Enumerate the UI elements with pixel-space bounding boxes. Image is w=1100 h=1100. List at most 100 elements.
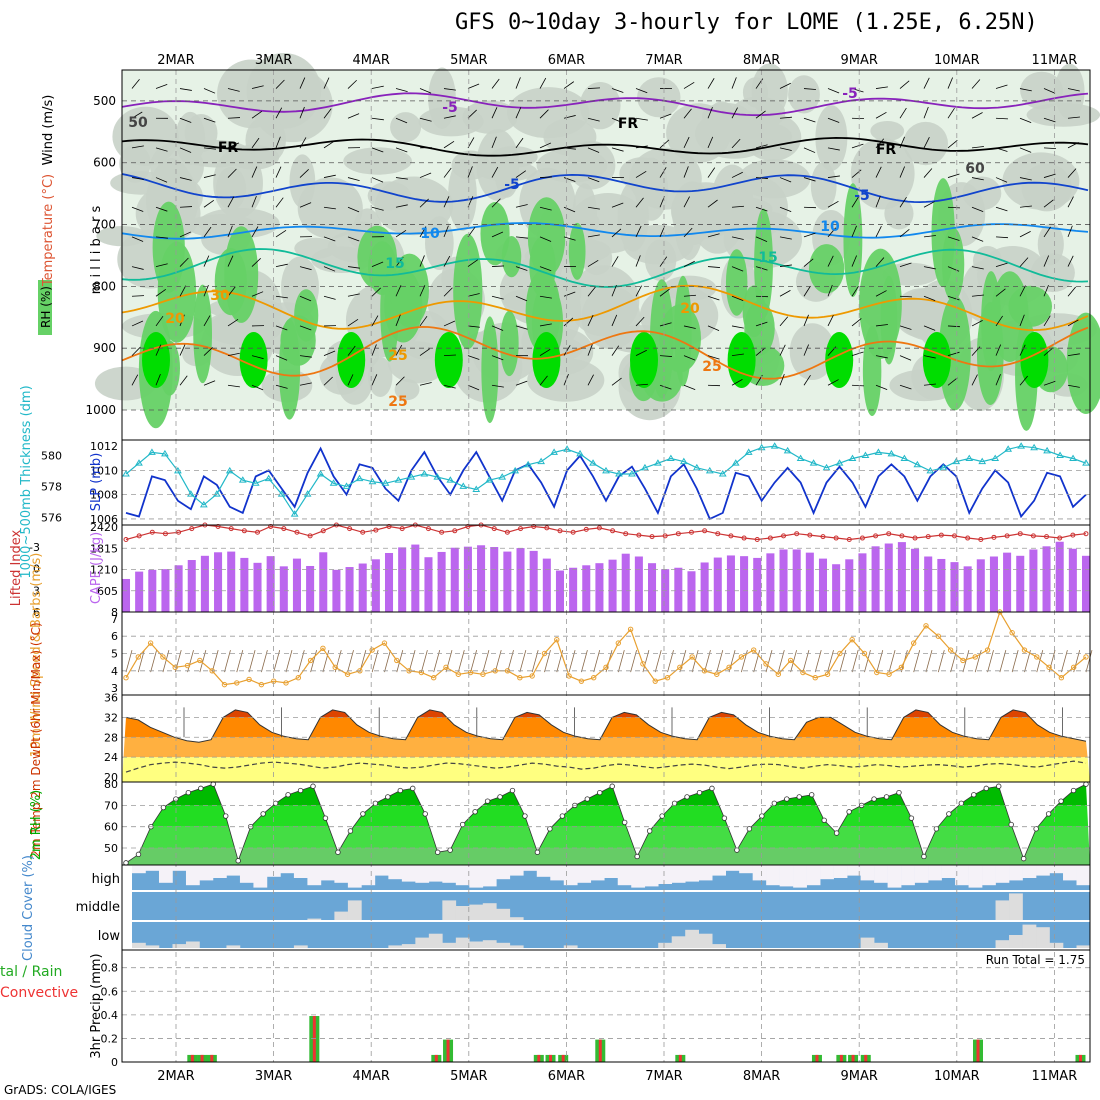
wind-barb	[131, 346, 141, 356]
wind-speed-point	[1021, 647, 1028, 653]
rh-area-mid	[810, 162, 837, 210]
lifted-index-point	[189, 526, 195, 532]
wind-barb	[179, 147, 192, 153]
wind-barb	[491, 355, 504, 361]
wind-barb	[827, 147, 840, 151]
cape-bar	[924, 556, 933, 612]
lifted-index-point	[741, 535, 747, 541]
wind-barb	[563, 317, 574, 327]
wind-barb	[923, 295, 936, 302]
rh2m-point	[347, 828, 354, 834]
lifted-index-point	[1083, 531, 1089, 537]
wind-barb-10m	[962, 650, 970, 673]
rh2m-point	[721, 815, 728, 821]
temp-tick-label: 24	[104, 751, 118, 764]
wind-barb	[131, 145, 144, 149]
lifted-index-point	[702, 528, 708, 534]
wind-barb	[611, 284, 617, 297]
lifted-index-point	[452, 528, 458, 534]
thickness-point	[1082, 459, 1090, 466]
lifted-index-point	[781, 533, 787, 539]
thickness-point	[550, 448, 558, 455]
cloud-high-cell	[132, 866, 146, 874]
cape-bar	[490, 547, 499, 612]
cloud-high-cell	[428, 866, 443, 882]
cloud-high-cell	[752, 866, 767, 881]
wind-barb	[131, 374, 139, 386]
lifted-index-point	[951, 533, 957, 539]
rh-area-mid	[629, 147, 702, 210]
wind-barb	[1043, 380, 1056, 386]
wind-barb	[299, 77, 306, 89]
wind-barb	[227, 286, 236, 297]
wind-barb	[947, 325, 961, 328]
rh2m-point	[422, 811, 428, 817]
wind-barb	[899, 80, 910, 89]
wind-barb	[683, 294, 696, 297]
cloud-level-label: low	[98, 929, 121, 944]
rh-area-mid	[394, 378, 420, 401]
wind-barb	[731, 107, 738, 119]
wind-barb	[1019, 231, 1031, 238]
rh2m-band	[122, 847, 1090, 865]
wind-barb-10m	[150, 650, 158, 673]
wind-barb	[371, 206, 384, 211]
wind-barb	[875, 111, 887, 119]
rh-area-mid	[245, 116, 286, 164]
cloud-high-cell	[874, 866, 888, 883]
wind-barb	[275, 166, 282, 178]
wind-barb	[563, 291, 576, 297]
lifted-index-point	[925, 534, 931, 540]
wind-barb	[1067, 384, 1080, 388]
wind-speed-point	[898, 664, 905, 671]
wind-barb	[635, 197, 644, 208]
wind-barb	[323, 376, 333, 386]
lifted-index-point	[241, 528, 247, 534]
cloud-high-cell	[226, 866, 241, 876]
lifted-index-point	[281, 526, 287, 532]
wind-barb	[251, 226, 259, 238]
cape-bar	[766, 553, 775, 612]
precip-convective-bar	[561, 1054, 565, 1062]
cloud-high-cell	[172, 866, 187, 871]
contour-label: 30	[210, 288, 230, 304]
isotherm-15	[121, 248, 1089, 288]
wind-barb	[707, 325, 720, 331]
lifted-index-point	[1044, 534, 1050, 540]
wind-barb	[395, 314, 401, 327]
precip-tick-label: 0.8	[101, 962, 119, 975]
wind-barb	[971, 236, 984, 242]
wind-barb	[347, 266, 360, 269]
wind-barb	[827, 200, 839, 208]
lifted-index-point	[754, 537, 760, 542]
wind-barb	[1019, 257, 1029, 267]
wind-barb	[683, 325, 696, 329]
wind-speed-point	[627, 626, 634, 632]
slp-axis-label: SLP (mb)	[89, 453, 104, 512]
rh2m-point	[310, 783, 316, 789]
wind-barb	[923, 201, 935, 208]
cloud-high-cell	[995, 866, 1010, 883]
cape-bar	[753, 557, 762, 612]
rh2m-point	[671, 800, 678, 806]
wind-barb	[683, 196, 690, 208]
cape-tick-label: 605	[97, 585, 118, 598]
wind-barb	[443, 255, 451, 267]
cape-bar	[582, 565, 591, 612]
rh-area-mid	[695, 109, 774, 159]
wind-barb	[731, 138, 741, 149]
wind-barb	[587, 259, 599, 267]
cape-bar	[1003, 552, 1012, 612]
wind-barb	[395, 204, 408, 208]
cloud-high-cell	[860, 866, 875, 881]
cloud-high-cell	[442, 866, 457, 883]
thickness-point	[537, 457, 546, 465]
wind-barb	[995, 117, 1009, 120]
rh2m-point	[809, 792, 815, 798]
wind-speed-point	[1070, 664, 1077, 671]
wind-barb	[899, 196, 907, 208]
wind-barb	[827, 315, 834, 327]
wind-barb	[299, 137, 307, 149]
wind-barb	[635, 285, 642, 297]
date-label-top: 5MAR	[450, 53, 487, 68]
